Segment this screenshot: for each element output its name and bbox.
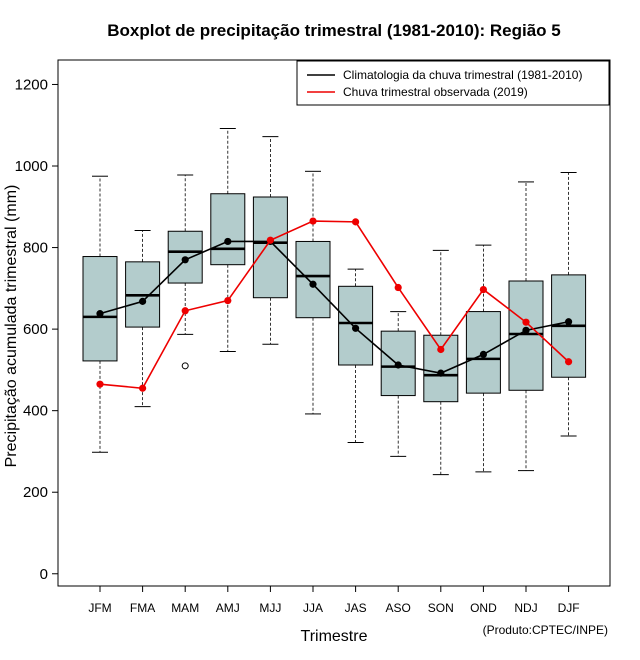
y-tick-label-200: 200 — [23, 484, 48, 501]
boxes-layer — [82, 128, 587, 476]
box-ndj — [508, 181, 544, 472]
x-tick-label-jas: JAS — [345, 601, 367, 615]
point-observed-fma — [139, 384, 147, 392]
legend-observed-label: Chuva trimestral observada (2019) — [343, 85, 528, 99]
point-observed-jas — [352, 218, 360, 226]
x-tick-label-amj: AMJ — [216, 601, 240, 615]
x-tick-label-mam: MAM — [171, 601, 199, 615]
point-climatology-djf — [565, 318, 573, 326]
point-climatology-jja — [309, 280, 317, 288]
box-jas — [338, 268, 374, 443]
y-tick-label-0: 0 — [40, 566, 48, 583]
box-mam — [167, 174, 203, 370]
y-tick-label-1000: 1000 — [15, 158, 48, 175]
series-line-climatology — [99, 240, 569, 374]
y-tick-label-1200: 1200 — [15, 76, 48, 93]
series-observed — [96, 217, 573, 392]
point-observed-ond — [479, 285, 487, 294]
x-tick-label-jfm: JFM — [88, 601, 111, 615]
x-tick-label-mjj: MJJ — [259, 601, 281, 615]
y-tick-label-800: 800 — [23, 240, 48, 257]
y-axis-title: Precipitação acumulada trimestral (mm) — [3, 185, 20, 468]
point-climatology-mam — [181, 256, 189, 264]
x-axis-title: Trimestre — [301, 628, 368, 645]
iqr-box-mjj — [252, 196, 288, 299]
x-tick-label-fma: FMA — [130, 601, 155, 615]
plot-frame — [57, 59, 611, 587]
x-tick-label-ndj: NDJ — [514, 601, 537, 615]
legend: Climatologia da chuva trimestral (1981-2… — [296, 60, 610, 106]
box-amj — [210, 128, 246, 353]
y-axis: 0 200 400 600 800 1000 1200 — [15, 76, 58, 583]
point-observed-jja — [309, 217, 317, 225]
point-climatology-son — [437, 369, 445, 377]
x-axis: JFM FMA MAM AMJ MJJ JJA JAS ASO SON OND NDJ DJF — [88, 586, 580, 615]
iqr-box-jja — [295, 240, 331, 319]
point-climatology-fma — [139, 297, 147, 305]
x-tick-label-djf: DJF — [558, 601, 580, 615]
point-observed-aso — [394, 283, 402, 292]
legend-box — [296, 60, 610, 106]
x-tick-label-son: SON — [428, 601, 454, 615]
legend-climatology-label: Climatologia da chuva trimestral (1981-2… — [343, 68, 582, 82]
point-climatology-ond — [479, 350, 487, 358]
point-observed-amj — [224, 296, 232, 305]
point-observed-djf — [565, 358, 573, 366]
outlier-mam-0 — [181, 362, 189, 370]
x-tick-label-aso: ASO — [386, 601, 411, 615]
x-tick-label-ond: OND — [470, 601, 497, 615]
point-climatology-jfm — [96, 310, 104, 318]
x-tick-label-jja: JJA — [303, 601, 323, 615]
y-tick-label-400: 400 — [23, 403, 48, 420]
point-observed-mjj — [266, 236, 274, 244]
box-djf — [551, 172, 587, 437]
iqr-box-jfm — [82, 256, 118, 362]
point-observed-jfm — [96, 380, 104, 388]
point-climatology-ndj — [522, 326, 530, 334]
point-observed-son — [437, 345, 445, 354]
box-jja — [295, 170, 331, 415]
iqr-box-amj — [210, 193, 246, 266]
series-line-observed — [99, 220, 570, 390]
chart-title: Boxplot de precipitação trimestral (1981… — [107, 21, 561, 40]
credit-text: (Produto:CPTEC/INPE) — [483, 623, 608, 637]
iqr-box-ndj — [508, 280, 544, 391]
point-climatology-amj — [224, 237, 232, 246]
box-fma — [125, 229, 161, 408]
box-aso — [380, 311, 416, 457]
point-climatology-jas — [352, 324, 360, 332]
point-observed-ndj — [522, 318, 530, 326]
series-layer — [96, 217, 573, 392]
box-ond — [465, 244, 501, 473]
box-son — [423, 249, 459, 476]
point-observed-mam — [181, 307, 189, 315]
point-climatology-aso — [394, 361, 402, 369]
y-tick-label-600: 600 — [23, 321, 48, 338]
iqr-box-mam — [167, 230, 203, 284]
